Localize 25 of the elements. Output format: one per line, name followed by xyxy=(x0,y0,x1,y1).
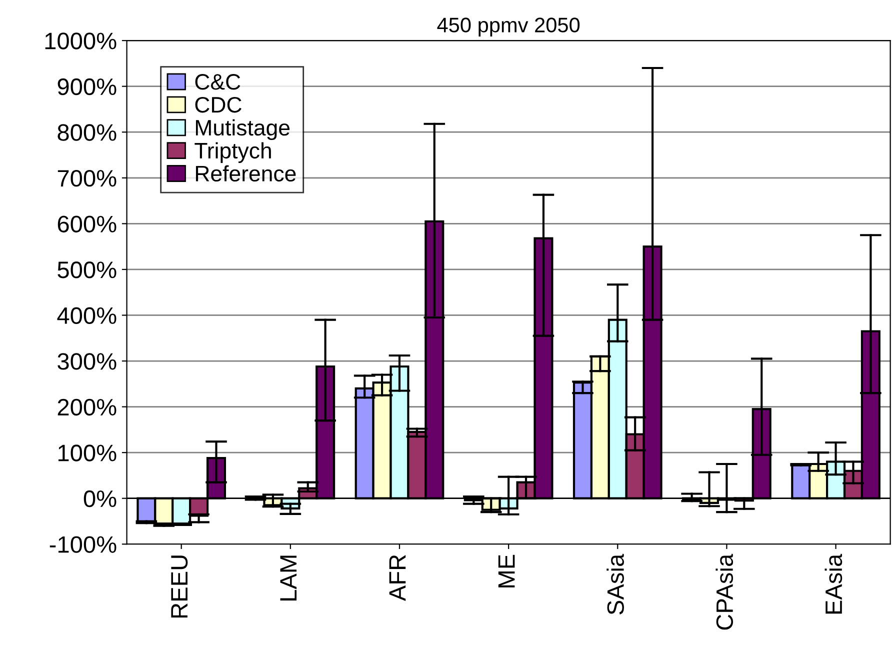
legend-label: Reference xyxy=(196,165,296,182)
y-tick-label: 900% xyxy=(58,78,116,96)
y-tick-label: 200% xyxy=(58,398,116,416)
y-tick-label: 300% xyxy=(58,353,116,370)
x-tick-label: SAsia xyxy=(606,554,624,614)
y-tick-label: 0% xyxy=(84,490,116,508)
x-tick-label: LAM xyxy=(280,556,297,600)
chart-title: 450 ppmv 2050 xyxy=(437,18,580,37)
legend-label: CDC xyxy=(195,96,242,113)
legend-label: Mutistage xyxy=(196,119,290,140)
x-tick-label: REEU xyxy=(171,556,188,618)
y-tick-label: 1000% xyxy=(45,32,116,50)
y-tick-label: 700% xyxy=(58,170,116,187)
y-tick-label: 800% xyxy=(58,124,116,141)
x-tick-label: EAsia xyxy=(824,554,842,614)
legend-label: Triptych xyxy=(194,142,271,163)
y-tick-label: 600% xyxy=(58,216,116,232)
x-tick-label: AFR xyxy=(389,554,406,602)
y-tick-label: -100% xyxy=(50,536,116,553)
y-tick-label: 400% xyxy=(57,307,116,324)
x-tick-label: CPAsia xyxy=(716,554,734,630)
y-tick-label: 100% xyxy=(58,444,116,462)
x-tick-label: ME xyxy=(498,554,515,588)
y-tick-label: 500% xyxy=(58,262,116,278)
legend-label: C&C xyxy=(195,74,240,90)
